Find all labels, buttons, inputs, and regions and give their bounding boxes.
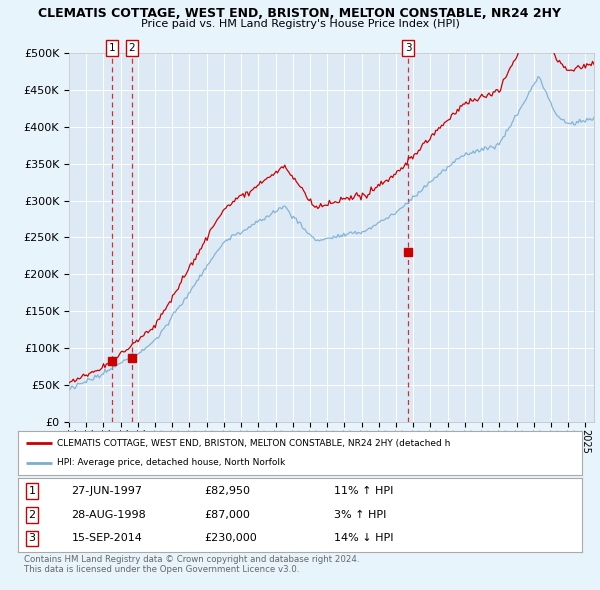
- Text: 1: 1: [109, 43, 115, 53]
- Text: 15-SEP-2014: 15-SEP-2014: [71, 533, 142, 543]
- Text: 11% ↑ HPI: 11% ↑ HPI: [334, 486, 393, 496]
- Text: Contains HM Land Registry data © Crown copyright and database right 2024.
This d: Contains HM Land Registry data © Crown c…: [24, 555, 359, 574]
- Text: Price paid vs. HM Land Registry's House Price Index (HPI): Price paid vs. HM Land Registry's House …: [140, 19, 460, 29]
- Text: £230,000: £230,000: [204, 533, 257, 543]
- Text: CLEMATIS COTTAGE, WEST END, BRISTON, MELTON CONSTABLE, NR24 2HY: CLEMATIS COTTAGE, WEST END, BRISTON, MEL…: [38, 7, 562, 20]
- Text: 2: 2: [29, 510, 35, 520]
- Text: 3% ↑ HPI: 3% ↑ HPI: [334, 510, 386, 520]
- Text: £87,000: £87,000: [204, 510, 250, 520]
- Text: 2: 2: [128, 43, 136, 53]
- Text: 28-AUG-1998: 28-AUG-1998: [71, 510, 146, 520]
- Text: HPI: Average price, detached house, North Norfolk: HPI: Average price, detached house, Nort…: [58, 458, 286, 467]
- Text: £82,950: £82,950: [204, 486, 250, 496]
- Text: 1: 1: [29, 486, 35, 496]
- Text: 14% ↓ HPI: 14% ↓ HPI: [334, 533, 394, 543]
- Text: CLEMATIS COTTAGE, WEST END, BRISTON, MELTON CONSTABLE, NR24 2HY (detached h: CLEMATIS COTTAGE, WEST END, BRISTON, MEL…: [58, 438, 451, 448]
- Text: 3: 3: [29, 533, 35, 543]
- Text: 27-JUN-1997: 27-JUN-1997: [71, 486, 143, 496]
- Text: 3: 3: [405, 43, 412, 53]
